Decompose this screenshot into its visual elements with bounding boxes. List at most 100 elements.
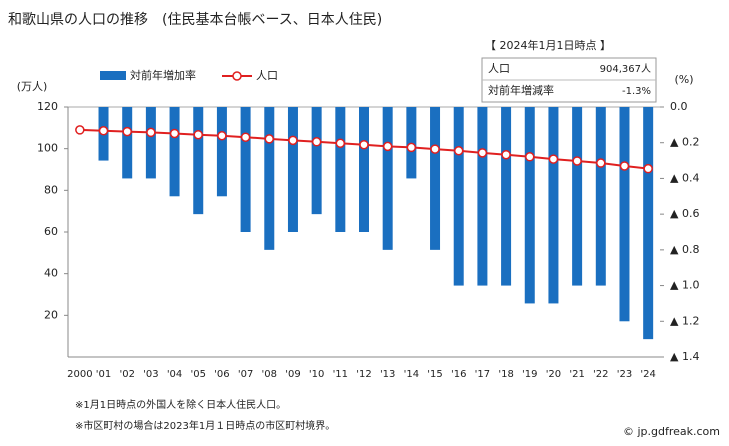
y-tick-label: 60 [44,225,58,238]
info-value: 904,367人 [600,63,651,75]
y-tick-label: 20 [44,308,58,321]
bar [572,107,583,286]
x-tick-label: '12 [356,369,371,380]
x-tick-label: '17 [475,369,490,380]
legend-swatch [232,71,242,81]
x-tick-label: '04 [167,369,182,380]
point [453,146,464,156]
y-axis-label: (万人) [17,80,48,93]
point [122,126,132,137]
legend-label: 対前年増加率 [130,68,196,82]
bar [264,107,275,250]
y2-axis-label: (%) [674,73,693,86]
bar [643,107,654,340]
x-tick-label: '09 [285,369,300,380]
x-tick-label: '20 [546,369,561,380]
y2-tick-label: ▲ 0.6 [670,207,699,220]
bar [145,107,156,179]
point [643,163,653,174]
point [572,156,582,166]
point [596,158,606,168]
bar [501,107,512,286]
point [619,161,630,171]
x-tick-label: '13 [380,369,395,380]
y2-tick-label: ▲ 1.2 [670,314,699,327]
x-tick-label: '24 [640,369,655,380]
bar [216,107,227,197]
bar [524,107,535,304]
x-tick-label: '16 [451,369,466,380]
note: ※市区町村の場合は2023年1月１日時点の市区町村境界。 [75,419,335,432]
y-tick-label: 120 [37,100,58,113]
bar [287,107,298,232]
y-tick-label: 100 [37,142,58,155]
chart-title: 和歌山県の人口の推移 (住民基本台帳ベース、日本人住民) [8,11,382,28]
y-tick-label: 80 [44,183,58,196]
legend-swatch [100,71,126,80]
y-tick-label: 40 [44,267,58,280]
point [477,148,488,158]
bar [311,107,322,215]
x-tick-label: '22 [593,369,608,380]
point [311,137,322,147]
bar [548,107,559,304]
x-tick-label: '15 [427,369,442,380]
bar [595,107,606,286]
x-tick-label: '21 [569,369,584,380]
x-tick-label: '08 [262,369,277,380]
note: ※1月1日時点の外国人を除く日本人住民人口。 [75,398,286,411]
x-tick-label: 2000 [67,369,92,380]
x-tick-label: '18 [498,369,513,380]
y2-tick-label: ▲ 0.8 [670,243,699,256]
info-label: 人口 [488,62,510,75]
bar [359,107,369,232]
bar [430,107,441,250]
x-tick-label: '11 [333,369,348,380]
bar [453,107,464,286]
point [146,127,156,138]
point [264,134,275,144]
point [217,131,227,141]
x-tick-label: '01 [96,369,111,380]
x-tick-label: '10 [309,369,324,380]
y2-tick-label: ▲ 1.0 [670,279,699,292]
point [501,149,511,160]
x-tick-label: '05 [190,369,205,380]
x-tick-label: '23 [617,369,632,380]
x-tick-label: '06 [214,369,229,380]
point [75,125,85,135]
info-date: 【 2024年1月1日時点 】 [485,38,611,52]
bar [382,107,393,250]
point [359,139,369,150]
point [288,135,298,146]
x-tick-label: '14 [404,369,419,380]
x-tick-label: '02 [119,369,134,380]
bar [193,107,204,215]
y2-tick-label: ▲ 1.4 [670,350,699,363]
point [335,138,346,148]
bar [619,107,630,322]
point [193,129,203,140]
bar [335,107,346,232]
point [406,142,417,153]
bar [122,107,133,179]
y2-tick-label: ▲ 0.2 [670,136,699,149]
bar [169,107,180,197]
point [240,132,251,142]
point [548,154,559,164]
bar [240,107,251,232]
info-label: 対前年増減率 [488,83,554,97]
x-tick-label: '07 [238,369,253,380]
point [169,128,180,139]
bar [477,107,488,286]
y2-tick-label: ▲ 0.4 [670,171,699,184]
info-value: -1.3% [622,86,651,97]
legend-label: 人口 [256,69,278,82]
point [430,144,440,154]
point [525,152,535,162]
point [98,126,109,136]
x-tick-label: '19 [522,369,537,380]
credit: © jp.gdfreak.com [623,425,720,438]
y2-tick-label: 0.0 [670,100,688,113]
